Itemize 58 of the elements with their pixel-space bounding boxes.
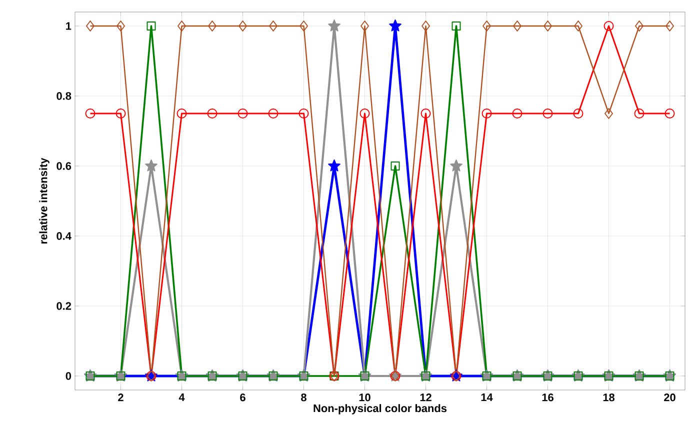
point xyxy=(389,19,402,32)
point xyxy=(450,159,462,172)
x-tick-label: 12 xyxy=(420,394,432,402)
point xyxy=(635,20,644,32)
point xyxy=(574,20,583,32)
point xyxy=(390,161,400,170)
point xyxy=(604,20,614,31)
point xyxy=(208,20,216,32)
x-tick-label: 16 xyxy=(542,394,554,402)
point xyxy=(116,108,126,118)
point xyxy=(146,21,156,30)
x-tick-label: 4 xyxy=(178,394,185,402)
x-tick-label: 18 xyxy=(603,394,615,402)
point xyxy=(268,108,278,118)
y-tick-label: 1 xyxy=(66,22,72,30)
point xyxy=(544,20,552,32)
x-tick-label: 10 xyxy=(359,394,370,402)
x-tick-label: 20 xyxy=(664,394,676,402)
point xyxy=(238,20,247,32)
x-axis-title: Non-physical color bands xyxy=(314,404,447,414)
point xyxy=(452,21,461,30)
y-tick-label: 0.8 xyxy=(56,92,72,100)
point xyxy=(238,108,248,118)
point xyxy=(86,20,94,32)
point xyxy=(482,20,492,32)
y-axis-title: relative intensity xyxy=(39,158,50,244)
point xyxy=(513,20,522,32)
point xyxy=(512,108,522,118)
point xyxy=(85,108,96,118)
point xyxy=(420,108,431,118)
point xyxy=(207,108,218,118)
point xyxy=(300,20,308,32)
point xyxy=(482,108,492,118)
point xyxy=(360,108,370,118)
point xyxy=(542,108,553,118)
y-tick-label: 0 xyxy=(66,372,72,380)
point xyxy=(328,159,340,172)
point xyxy=(422,20,430,32)
x-tick-label: 8 xyxy=(301,394,306,402)
x-tick-label: 2 xyxy=(118,394,124,402)
y-tick-label: 0.2 xyxy=(56,302,72,310)
point xyxy=(666,20,674,32)
point xyxy=(573,108,584,118)
point xyxy=(634,108,644,118)
x-tick-label: 14 xyxy=(481,394,493,402)
point xyxy=(604,108,614,119)
x-tick-label: 6 xyxy=(240,394,246,402)
point xyxy=(298,108,309,118)
y-tick-label: 0.4 xyxy=(56,232,72,240)
point xyxy=(269,20,278,32)
point xyxy=(176,108,187,118)
point xyxy=(664,108,675,118)
point xyxy=(178,20,186,32)
point xyxy=(360,20,370,32)
point xyxy=(328,19,340,32)
y-tick-label: 0.6 xyxy=(56,162,72,170)
point xyxy=(145,159,158,172)
point xyxy=(116,20,125,32)
